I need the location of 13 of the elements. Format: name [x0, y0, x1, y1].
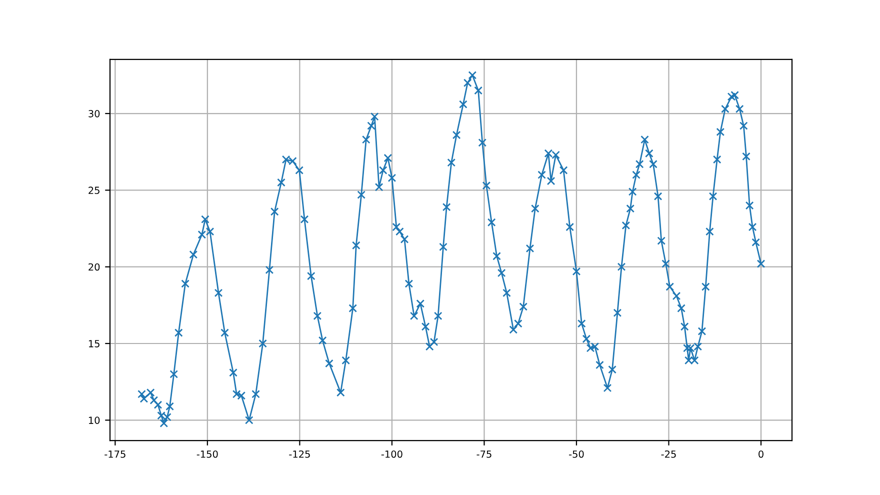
x-tick-label: -25	[661, 450, 676, 458]
x-tick-label: -50	[569, 450, 584, 458]
x-tick-label: -75	[476, 450, 492, 458]
x-tick-label: 0	[758, 450, 764, 458]
x-tick-label: -175	[104, 450, 126, 458]
y-tick-label: 20	[88, 263, 100, 271]
y-tick-label: 25	[88, 186, 100, 194]
y-tick-label: 30	[88, 110, 100, 118]
x-tick-label: -150	[196, 450, 218, 458]
x-tick-label: -100	[381, 450, 402, 458]
x-tick-label: -125	[289, 450, 310, 458]
y-tick-label: 15	[88, 340, 100, 348]
y-tick-label: 10	[88, 416, 100, 424]
